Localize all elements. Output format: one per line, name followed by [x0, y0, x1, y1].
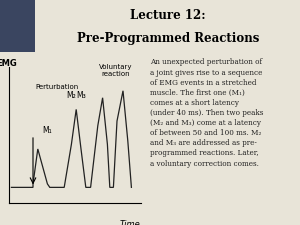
- Text: Time: Time: [120, 220, 141, 225]
- Text: Lecture 12:: Lecture 12:: [130, 9, 206, 22]
- Text: M₂: M₂: [67, 91, 76, 100]
- Text: Pre-Programmed Reactions: Pre-Programmed Reactions: [77, 32, 259, 45]
- Text: M₁: M₁: [43, 126, 52, 135]
- Text: Perturbation: Perturbation: [35, 84, 79, 90]
- Bar: [0, 0, 34, 52]
- Text: An unexpected perturbation of
a joint gives rise to a sequence
of EMG events in : An unexpected perturbation of a joint gi…: [150, 58, 263, 167]
- Text: EMG: EMG: [0, 59, 16, 68]
- Text: M₃: M₃: [76, 91, 86, 100]
- Text: Voluntary
reaction: Voluntary reaction: [99, 64, 133, 77]
